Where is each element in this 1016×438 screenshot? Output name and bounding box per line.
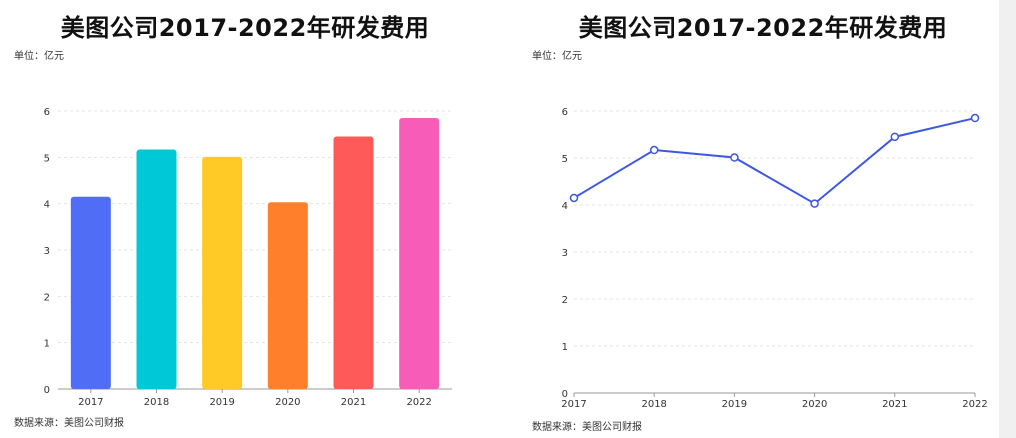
line-xtick-label-2019: 2019 — [722, 399, 747, 410]
bar-ytick-label-4: 4 — [44, 200, 50, 211]
bar-2017 — [70, 196, 111, 389]
line-point-2021 — [890, 132, 900, 142]
bar-xtick-label-2019: 2019 — [209, 397, 234, 408]
line-ytick-label-2: 2 — [562, 295, 568, 306]
line-xtick-label-2020: 2020 — [802, 399, 827, 410]
bar-chart-unit-label: 单位：亿元 — [14, 51, 64, 62]
bar-chart-source-label: 数据来源：美图公司财报 — [14, 418, 124, 429]
line-point-2020 — [810, 199, 819, 208]
line-chart-title: 美图公司2017-2022年研发费用 — [578, 14, 948, 42]
bar-chart-title: 美图公司2017-2022年研发费用 — [60, 14, 430, 42]
bar-chart-plot: 0 1 2 3 4 5 6 2017 2018 2019 2020 2021 2022 — [44, 107, 452, 408]
line-ytick-label-4: 4 — [562, 201, 568, 212]
line-xtick-label-2018: 2018 — [641, 399, 666, 410]
bar-2020 — [267, 202, 308, 389]
line-ytick-label-3: 3 — [562, 248, 568, 259]
bar-xtick-label-2021: 2021 — [341, 397, 366, 408]
bar-ytick-label-2: 2 — [44, 292, 50, 303]
bar-xtick-label-2020: 2020 — [275, 397, 300, 408]
line-ytick-label-0: 0 — [562, 389, 568, 400]
bar-2022 — [399, 117, 440, 389]
line-point-2017 — [569, 193, 579, 203]
bar-ytick-label-0: 0 — [44, 385, 50, 396]
line-point-2019 — [730, 153, 739, 162]
line-ytick-label-5: 5 — [562, 154, 568, 165]
bar-xtick-label-2018: 2018 — [144, 397, 169, 408]
line-chart-unit-label: 单位：亿元 — [532, 51, 582, 62]
line-series — [573, 117, 976, 205]
scrollbar-track[interactable] — [999, 0, 1016, 438]
line-point-2018 — [649, 145, 659, 155]
bar-xtick-label-2017: 2017 — [78, 397, 103, 408]
line-chart-panel: 美图公司2017-2022年研发费用 单位：亿元 0 1 2 3 4 5 6 2017 2018… — [510, 0, 1016, 438]
line-xtick-label-2017: 2017 — [561, 399, 586, 410]
line-point-2022 — [970, 113, 980, 123]
line-chart-source-label: 数据来源：美图公司财报 — [532, 422, 642, 433]
bar-xtick-label-2022: 2022 — [406, 397, 431, 408]
bar-ytick-label-1: 1 — [44, 339, 50, 350]
bar-ytick-label-3: 3 — [44, 246, 50, 257]
bar-chart-panel: 美图公司2017-2022年研发费用 单位：亿元 0 1 2 3 4 5 6 2017 2018… — [0, 0, 490, 438]
bar-ytick-label-5: 5 — [44, 153, 50, 164]
bar-ytick-label-6: 6 — [44, 107, 50, 118]
line-chart-plot: 0 1 2 3 4 5 6 2017 2018 2019 2020 2021 2022 — [561, 107, 987, 410]
bar-2021 — [333, 136, 374, 389]
line-ytick-label-6: 6 — [562, 107, 568, 118]
bar-2019 — [202, 156, 243, 389]
line-xtick-label-2022: 2022 — [962, 399, 987, 410]
bar-2018 — [136, 149, 177, 389]
line-xtick-label-2021: 2021 — [882, 399, 907, 410]
line-ytick-label-1: 1 — [562, 342, 568, 353]
